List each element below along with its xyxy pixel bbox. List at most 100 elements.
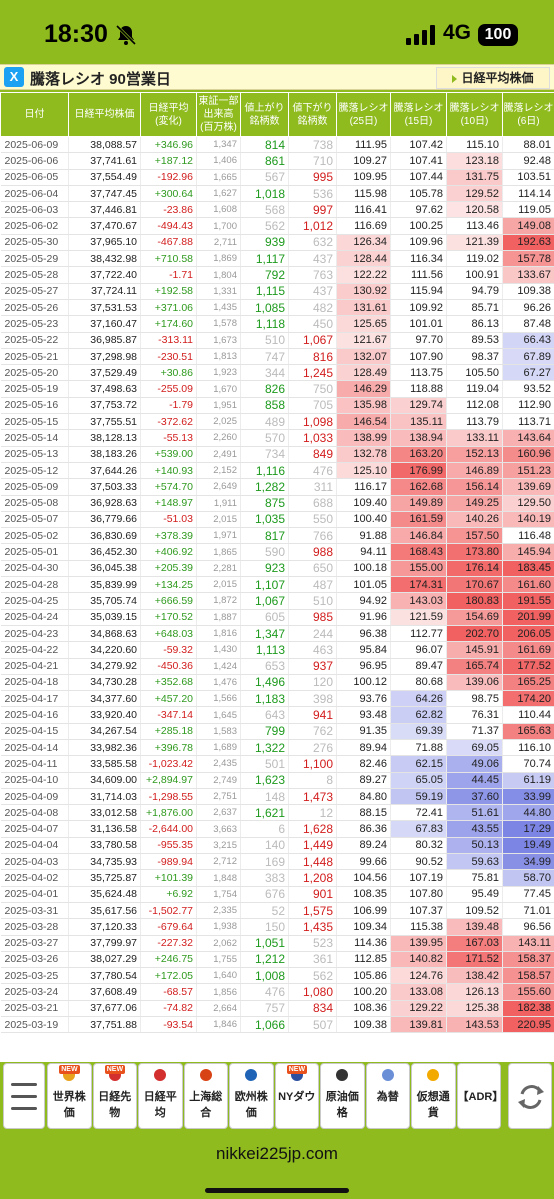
ratio-15-cell: 149.89 — [390, 495, 447, 512]
nikkei-close-cell: 35,617.56 — [68, 902, 141, 920]
ratio-25-cell: 96.38 — [336, 625, 391, 643]
decliners-cell: 476 — [288, 462, 337, 480]
nikkei-close-cell: 37,724.11 — [68, 283, 141, 300]
advancers-cell: 510 — [240, 332, 289, 349]
flag-icon — [381, 1069, 394, 1081]
date-cell: 2025-06-03 — [0, 201, 69, 219]
advancers-cell: 1,066 — [240, 1016, 289, 1034]
menu-button[interactable] — [3, 1063, 45, 1129]
url-bar[interactable]: nikkei225jp.com — [216, 1144, 338, 1163]
volume-cell: 1,951 — [196, 397, 241, 415]
ratio-25-cell: 100.20 — [336, 983, 391, 1001]
ratio-10-cell: 180.83 — [446, 592, 503, 610]
volume-cell: 1,476 — [196, 674, 241, 692]
table-row: 2025-04-25 35,705.74 +666.59 1,872 1,067 510 9… — [0, 592, 554, 610]
table-row: 2025-04-28 35,839.99 +134.25 2,015 1,107 487 1… — [0, 576, 554, 594]
ratio-15-cell: 107.80 — [390, 886, 447, 903]
nav-item[interactable]: 【ADR】 — [456, 1063, 503, 1129]
date-cell: 2025-03-28 — [0, 918, 69, 936]
decliners-cell: 437 — [288, 283, 337, 300]
table-row: 2025-04-22 34,220.60 -59.32 1,430 1,113 463 95… — [0, 641, 554, 659]
ratio-25-cell: 84.80 — [336, 788, 391, 806]
nikkei-link-button[interactable]: 日経平均株価 — [436, 67, 550, 89]
nav-item[interactable]: 上海総合 — [183, 1063, 228, 1129]
ratio-10-cell: 156.14 — [446, 478, 503, 496]
table-row: 2025-04-21 34,279.92 -450.36 1,424 653 937 96.… — [0, 658, 554, 675]
table-row: 2025-05-27 37,724.11 +192.58 1,331 1,115 437 1… — [0, 283, 554, 300]
table-row: 2025-05-14 38,128.13 -55.13 2,260 570 1,033 13… — [0, 429, 554, 447]
ratio-6-cell: 143.64 — [502, 429, 554, 447]
table-row: 2025-05-12 37,644.26 +140.93 2,152 1,116 476 1… — [0, 462, 554, 480]
flag-icon — [245, 1069, 258, 1081]
ratio-25-cell: 95.84 — [336, 641, 391, 659]
date-cell: 2025-05-13 — [0, 446, 69, 463]
nav-item[interactable]: 日経平均 — [138, 1063, 183, 1129]
ratio-25-cell: 91.35 — [336, 723, 391, 740]
ratio-25-cell: 122.22 — [336, 266, 391, 284]
nikkei-close-cell: 37,722.40 — [68, 266, 141, 284]
date-cell: 2025-04-16 — [0, 706, 69, 724]
ratio-6-cell: 158.57 — [502, 967, 554, 985]
ratio-25-cell: 94.92 — [336, 592, 391, 610]
nav-item[interactable]: NEW NYダウ — [274, 1063, 319, 1129]
ratio-15-cell: 161.59 — [390, 511, 447, 529]
decliners-cell: 1,067 — [288, 332, 337, 349]
decliners-cell: 507 — [288, 1016, 337, 1034]
nav-item[interactable]: NEW 日経先物 — [92, 1063, 137, 1129]
nikkei-close-cell: 33,982.36 — [68, 739, 141, 757]
ratio-6-cell: 96.56 — [502, 918, 554, 936]
volume-cell: 1,754 — [196, 886, 241, 903]
ratio-10-cell: 44.45 — [446, 772, 503, 789]
ratio-6-cell: 113.71 — [502, 413, 554, 431]
date-cell: 2025-04-28 — [0, 576, 69, 594]
ratio-6-cell: 220.95 — [502, 1016, 554, 1034]
ratio-10-cell: 115.10 — [446, 136, 503, 154]
date-cell: 2025-04-25 — [0, 592, 69, 610]
ratio-6-cell: 87.48 — [502, 315, 554, 333]
x-share-icon[interactable]: X — [4, 67, 24, 87]
ratio-10-cell: 149.25 — [446, 495, 503, 512]
volume-cell: 2,260 — [196, 429, 241, 447]
ratio-25-cell: 146.54 — [336, 413, 391, 431]
decliners-cell: 398 — [288, 690, 337, 708]
column-header: 日経平均 (変化) — [140, 92, 197, 137]
ratio-15-cell: 62.82 — [390, 706, 447, 724]
nikkei-link-label: 日経平均株価 — [461, 71, 534, 85]
volume-cell: 2,015 — [196, 576, 241, 594]
nav-item[interactable]: 仮想通貨 — [411, 1063, 456, 1129]
ratio-25-cell: 109.40 — [336, 495, 391, 512]
ratio-10-cell: 121.39 — [446, 234, 503, 252]
ratio-25-cell: 125.65 — [336, 315, 391, 333]
ratio-15-cell: 139.95 — [390, 935, 447, 952]
table-row: 2025-03-24 37,608.49 -68.57 1,856 476 1,080 10… — [0, 983, 554, 1001]
nikkei-change-cell: +300.64 — [140, 185, 197, 203]
ratio-25-cell: 89.94 — [336, 739, 391, 757]
nikkei-change-cell: -313.11 — [140, 332, 197, 349]
nav-item[interactable]: 原油価格 — [320, 1063, 365, 1129]
ratio-6-cell: 206.05 — [502, 625, 554, 643]
advancers-cell: 1,496 — [240, 674, 289, 692]
decliners-cell: 562 — [288, 967, 337, 985]
home-indicator[interactable] — [205, 1188, 349, 1193]
date-cell: 2025-04-09 — [0, 788, 69, 806]
ratio-6-cell: 103.51 — [502, 169, 554, 186]
volume-cell: 1,583 — [196, 723, 241, 740]
nikkei-close-cell: 37,751.88 — [68, 1016, 141, 1034]
nav-item[interactable]: 為替 — [365, 1063, 410, 1129]
nikkei-close-cell: 33,585.58 — [68, 755, 141, 773]
advance-decline-table-container[interactable]: 日付 日経平均株価 日経平均 (変化) 東証一部 出来高 (百万株) 値上がり 銘柄数値… — [0, 92, 554, 1062]
ratio-10-cell: 131.75 — [446, 169, 503, 186]
volume-cell: 2,711 — [196, 234, 241, 252]
nav-item[interactable]: 欧州株価 — [229, 1063, 274, 1129]
ratio-10-cell: 176.14 — [446, 560, 503, 578]
ratio-6-cell: 70.74 — [502, 755, 554, 773]
column-header: 東証一部 出来高 (百万株) — [196, 92, 241, 137]
ratio-25-cell: 116.17 — [336, 478, 391, 496]
ratio-10-cell: 126.13 — [446, 983, 503, 1001]
refresh-button[interactable] — [508, 1063, 552, 1129]
date-cell: 2025-05-19 — [0, 380, 69, 398]
nikkei-change-cell: -1,298.55 — [140, 788, 197, 806]
ratio-6-cell: 183.45 — [502, 560, 554, 578]
ratio-25-cell: 112.85 — [336, 951, 391, 969]
nav-item[interactable]: NEW 世界株価 — [47, 1063, 92, 1129]
